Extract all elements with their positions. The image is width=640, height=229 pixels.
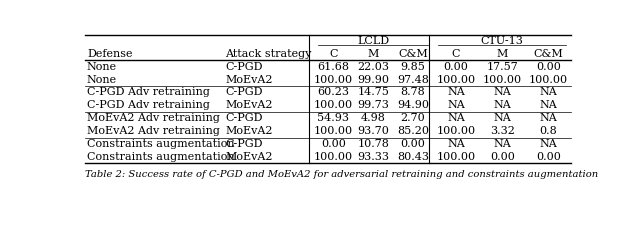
Text: 0.8: 0.8	[540, 126, 557, 136]
Text: 80.43: 80.43	[397, 152, 429, 162]
Text: 100.00: 100.00	[314, 126, 353, 136]
Text: C: C	[329, 49, 337, 59]
Text: 10.78: 10.78	[357, 139, 389, 149]
Text: MoEvA2: MoEvA2	[225, 75, 273, 85]
Text: 100.00: 100.00	[483, 75, 522, 85]
Text: 0.00: 0.00	[444, 62, 468, 72]
Text: C-PGD: C-PGD	[225, 87, 263, 98]
Text: 94.90: 94.90	[397, 100, 429, 110]
Text: Table 2: Success rate of C-PGD and MoEvA2 for adversarial retraining and constra: Table 2: Success rate of C-PGD and MoEvA…	[85, 170, 598, 179]
Text: MoEvA2 Adv retraining: MoEvA2 Adv retraining	[87, 113, 220, 123]
Text: C-PGD Adv retraining: C-PGD Adv retraining	[87, 87, 210, 98]
Text: NA: NA	[447, 139, 465, 149]
Text: 8.78: 8.78	[401, 87, 426, 98]
Text: C: C	[452, 49, 460, 59]
Text: NA: NA	[447, 113, 465, 123]
Text: 99.73: 99.73	[357, 100, 389, 110]
Text: Defense: Defense	[87, 49, 132, 59]
Text: CTU-13: CTU-13	[481, 36, 524, 46]
Text: NA: NA	[493, 100, 511, 110]
Text: 93.70: 93.70	[357, 126, 389, 136]
Text: 0.00: 0.00	[536, 62, 561, 72]
Text: NA: NA	[540, 139, 557, 149]
Text: 100.00: 100.00	[436, 126, 476, 136]
Text: None: None	[87, 75, 117, 85]
Text: C-PGD: C-PGD	[225, 62, 263, 72]
Text: 9.85: 9.85	[401, 62, 426, 72]
Text: C&M: C&M	[398, 49, 428, 59]
Text: MoEvA2: MoEvA2	[225, 126, 273, 136]
Text: Constraints augmentation: Constraints augmentation	[87, 152, 235, 162]
Text: 100.00: 100.00	[529, 75, 568, 85]
Text: 93.33: 93.33	[357, 152, 389, 162]
Text: 0.00: 0.00	[321, 139, 346, 149]
Text: 100.00: 100.00	[436, 75, 476, 85]
Text: NA: NA	[493, 87, 511, 98]
Text: 0.00: 0.00	[490, 152, 515, 162]
Text: 99.90: 99.90	[357, 75, 389, 85]
Text: NA: NA	[540, 87, 557, 98]
Text: 85.20: 85.20	[397, 126, 429, 136]
Text: 60.23: 60.23	[317, 87, 349, 98]
Text: MoEvA2 Adv retraining: MoEvA2 Adv retraining	[87, 126, 220, 136]
Text: C-PGD: C-PGD	[225, 139, 263, 149]
Text: C-PGD: C-PGD	[225, 113, 263, 123]
Text: NA: NA	[447, 87, 465, 98]
Text: NA: NA	[493, 139, 511, 149]
Text: 97.48: 97.48	[397, 75, 429, 85]
Text: M: M	[367, 49, 379, 59]
Text: C&M: C&M	[533, 49, 563, 59]
Text: M: M	[497, 49, 508, 59]
Text: 100.00: 100.00	[436, 152, 476, 162]
Text: 100.00: 100.00	[314, 152, 353, 162]
Text: 0.00: 0.00	[401, 139, 426, 149]
Text: 14.75: 14.75	[357, 87, 389, 98]
Text: NA: NA	[493, 113, 511, 123]
Text: 3.32: 3.32	[490, 126, 515, 136]
Text: LCLD: LCLD	[357, 36, 389, 46]
Text: C-PGD Adv retraining: C-PGD Adv retraining	[87, 100, 210, 110]
Text: 17.57: 17.57	[486, 62, 518, 72]
Text: MoEvA2: MoEvA2	[225, 100, 273, 110]
Text: None: None	[87, 62, 117, 72]
Text: 100.00: 100.00	[314, 75, 353, 85]
Text: 100.00: 100.00	[314, 100, 353, 110]
Text: NA: NA	[447, 100, 465, 110]
Text: 2.70: 2.70	[401, 113, 426, 123]
Text: 54.93: 54.93	[317, 113, 349, 123]
Text: Attack strategy: Attack strategy	[225, 49, 312, 59]
Text: 22.03: 22.03	[357, 62, 389, 72]
Text: NA: NA	[540, 113, 557, 123]
Text: Constraints augmentation: Constraints augmentation	[87, 139, 235, 149]
Text: 4.98: 4.98	[361, 113, 386, 123]
Text: MoEvA2: MoEvA2	[225, 152, 273, 162]
Text: NA: NA	[540, 100, 557, 110]
Text: 61.68: 61.68	[317, 62, 349, 72]
Text: 0.00: 0.00	[536, 152, 561, 162]
